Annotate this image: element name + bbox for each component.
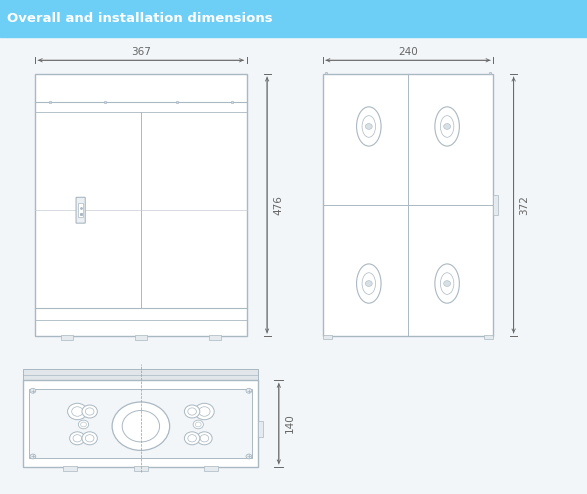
Circle shape [85,435,94,442]
Text: 140: 140 [285,414,295,433]
Ellipse shape [356,264,381,303]
Circle shape [246,388,252,393]
Circle shape [444,124,451,129]
Ellipse shape [435,264,460,303]
Bar [23,380,258,467]
Text: 367: 367 [131,47,151,57]
Bar [35,74,247,336]
Bar [204,466,218,471]
Circle shape [122,411,160,442]
Circle shape [365,124,372,129]
Circle shape [184,405,200,418]
Bar [209,335,221,340]
Bar [323,74,493,336]
Bar [323,335,332,339]
Text: 476: 476 [273,195,283,215]
Circle shape [188,408,197,415]
Bar [134,466,148,471]
Circle shape [444,281,451,287]
Circle shape [193,420,203,429]
Circle shape [197,432,212,445]
Circle shape [72,407,83,416]
Circle shape [82,432,97,445]
Text: 372: 372 [519,195,529,215]
Bar [258,421,263,437]
Circle shape [70,432,85,445]
Circle shape [200,435,209,442]
Bar [63,466,77,471]
Circle shape [112,402,170,451]
Circle shape [85,408,94,415]
Circle shape [246,454,252,459]
Bar [484,335,493,339]
Circle shape [80,422,86,427]
Ellipse shape [356,107,381,146]
Ellipse shape [440,273,454,294]
Circle shape [68,403,87,420]
Circle shape [79,420,89,429]
Ellipse shape [362,273,376,294]
Ellipse shape [362,116,376,137]
Bar [79,204,83,217]
Circle shape [195,403,214,420]
Bar [61,335,73,340]
Circle shape [82,405,97,418]
Bar [29,389,252,458]
Circle shape [184,432,200,445]
Bar [135,335,147,340]
Ellipse shape [435,107,460,146]
Text: Overall and installation dimensions: Overall and installation dimensions [7,12,273,25]
Circle shape [188,435,197,442]
Text: 240: 240 [398,47,418,57]
FancyBboxPatch shape [76,197,85,223]
Circle shape [365,281,372,287]
Circle shape [30,454,36,459]
Circle shape [30,388,36,393]
Circle shape [73,435,82,442]
Circle shape [199,407,210,416]
Bar [0,0,587,37]
Bar [23,369,258,380]
Bar [493,195,498,215]
Ellipse shape [440,116,454,137]
Circle shape [195,422,201,427]
